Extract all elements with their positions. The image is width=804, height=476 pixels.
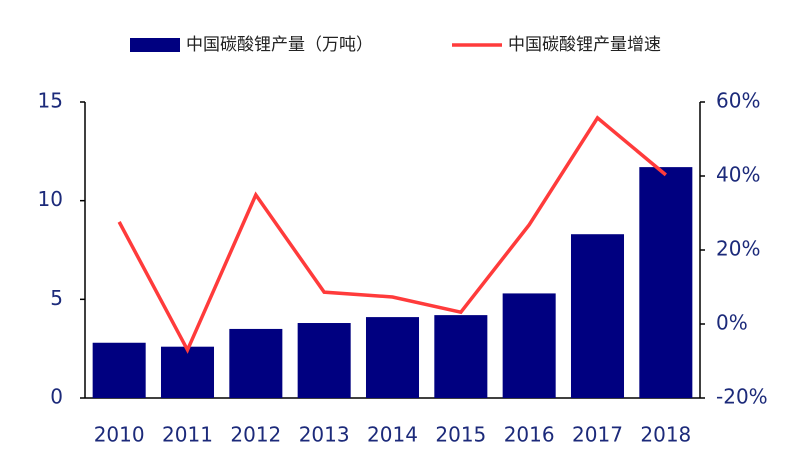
x-tick-label: 2013: [299, 423, 350, 447]
legend-label: 中国碳酸锂产量增速: [508, 35, 661, 55]
bar: [502, 293, 556, 398]
y-tick-label: 0: [50, 385, 63, 409]
bar: [365, 317, 420, 398]
y-tick-label: 10: [38, 187, 63, 211]
y2-tick-label: 0%: [716, 311, 748, 335]
x-tick-label: 2014: [367, 423, 418, 447]
y2-tick-label: 60%: [716, 89, 760, 113]
x-tick-label: 2017: [572, 423, 623, 447]
x-tick-label: 2018: [640, 423, 691, 447]
x-tick-label: 2016: [504, 423, 555, 447]
bar: [160, 346, 215, 398]
bar: [570, 234, 625, 398]
legend-label: 中国碳酸锂产量（万吨）: [186, 35, 373, 55]
y2-tick-label: 40%: [716, 163, 760, 187]
y-tick-label: 5: [50, 286, 63, 310]
legend-swatch: [130, 38, 180, 52]
bar: [92, 342, 146, 398]
x-tick-label: 2015: [435, 423, 486, 447]
bar: [229, 328, 283, 398]
x-tick-label: 2010: [94, 423, 145, 447]
x-tick-label: 2011: [162, 423, 213, 447]
bar: [639, 167, 693, 398]
bar: [297, 323, 351, 398]
y2-tick-label: 20%: [716, 237, 760, 261]
y2-tick-label: -20%: [716, 385, 768, 409]
x-tick-label: 2012: [230, 423, 281, 447]
line: [117, 115, 667, 354]
bar: [434, 315, 488, 398]
y-tick-label: 15: [38, 89, 63, 113]
